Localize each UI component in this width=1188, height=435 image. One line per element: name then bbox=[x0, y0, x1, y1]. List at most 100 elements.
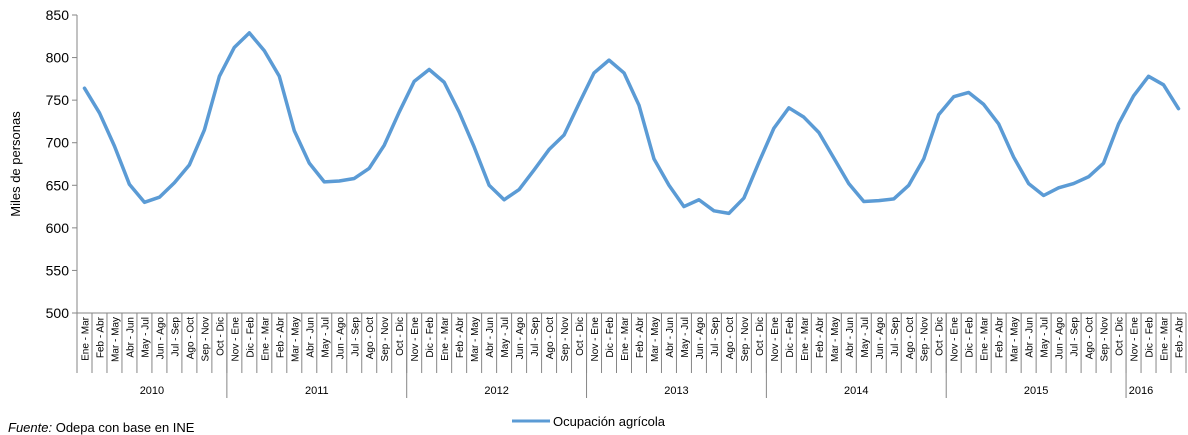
x-tick-label: Jul - Sep bbox=[890, 317, 901, 357]
x-tick-label: Abr - Jun bbox=[485, 317, 496, 358]
x-tick-label: Ene - Mar bbox=[80, 316, 91, 361]
x-tick-label: May - Jul bbox=[860, 317, 871, 358]
x-tick-label: Oct - Dic bbox=[575, 317, 586, 356]
legend-label: Ocupación agrícola bbox=[553, 414, 666, 429]
legend: Ocupación agrícola bbox=[512, 414, 666, 429]
x-tick-label: Abr - Jun bbox=[125, 317, 136, 358]
x-tick-label: Sep - Nov bbox=[920, 317, 931, 361]
x-tick-label: Sep - Nov bbox=[380, 317, 391, 361]
x-tick-label: Abr - Jun bbox=[665, 317, 676, 358]
y-tick-label: 500 bbox=[46, 305, 70, 321]
x-tick-label: Mar - May bbox=[650, 317, 661, 362]
x-tick-label: Jul - Sep bbox=[530, 317, 541, 357]
x-tick-label: Feb - Abr bbox=[95, 316, 106, 358]
x-tick-label: Sep - Nov bbox=[560, 317, 571, 361]
x-tick-label: Oct - Dic bbox=[395, 317, 406, 356]
x-tick-label: Mar - May bbox=[290, 317, 301, 362]
year-label: 2011 bbox=[305, 385, 329, 397]
x-tick-label: Abr - Jun bbox=[305, 317, 316, 358]
x-tick-label: Ene - Mar bbox=[800, 316, 811, 361]
x-tick-label: Feb - Abr bbox=[455, 316, 466, 358]
x-tick-label: Mar - May bbox=[470, 317, 481, 362]
x-tick-label: Ene - Mar bbox=[620, 316, 631, 361]
source-text: Odepa con base en INE bbox=[52, 420, 195, 435]
source-note: Fuente: Odepa con base en INE bbox=[8, 420, 194, 435]
x-tick-label: Jun - Ago bbox=[1055, 317, 1066, 360]
x-tick-label: May - Jul bbox=[680, 317, 691, 358]
year-label: 2010 bbox=[140, 385, 164, 397]
x-tick-label: Jul - Sep bbox=[350, 317, 361, 357]
x-tick-label: Sep - Nov bbox=[1100, 317, 1111, 361]
y-tick-label: 850 bbox=[46, 7, 70, 23]
x-tick-label: Mar - May bbox=[1010, 317, 1021, 362]
x-tick-label: Dic - Feb bbox=[1145, 317, 1156, 358]
x-tick-label: May - Jul bbox=[1040, 317, 1051, 358]
x-tick-label: Mar - May bbox=[830, 317, 841, 362]
x-tick-label: Feb - Abr bbox=[995, 316, 1006, 358]
source-label: Fuente: bbox=[8, 420, 53, 435]
x-tick-label: Ene - Mar bbox=[440, 316, 451, 361]
year-label: 2014 bbox=[844, 385, 868, 397]
x-tick-label: Jun - Ago bbox=[695, 317, 706, 360]
x-tick-label: Jun - Ago bbox=[335, 317, 346, 360]
y-tick-label: 600 bbox=[46, 220, 70, 236]
year-label: 2012 bbox=[484, 385, 508, 397]
x-tick-label: Oct - Dic bbox=[935, 317, 946, 356]
x-tick-label: Mar - May bbox=[110, 317, 121, 362]
x-tick-label: Sep - Nov bbox=[740, 317, 751, 361]
year-label: 2013 bbox=[664, 385, 688, 397]
x-tick-label: Feb - Abr bbox=[815, 316, 826, 358]
y-tick-label: 800 bbox=[46, 50, 70, 66]
x-tick-label: Ago - Oct bbox=[905, 317, 916, 359]
x-tick-label: Jul - Sep bbox=[1070, 317, 1081, 357]
x-tick-label: Nov - Ene bbox=[230, 317, 241, 362]
x-tick-label: Feb - Abr bbox=[275, 316, 286, 358]
x-tick-label: May - Jul bbox=[140, 317, 151, 358]
y-tick-label: 550 bbox=[46, 262, 70, 278]
x-tick-label: Jun - Ago bbox=[515, 317, 526, 360]
x-tick-label: Dic - Feb bbox=[785, 317, 796, 358]
x-tick-label: Ago - Oct bbox=[545, 317, 556, 359]
x-tick-label: Nov - Ene bbox=[410, 317, 421, 362]
x-tick-label: Oct - Dic bbox=[215, 317, 226, 356]
series-group bbox=[82, 31, 1181, 216]
y-tick-label: 750 bbox=[46, 92, 70, 108]
x-tick-label: May - Jul bbox=[320, 317, 331, 358]
x-tick-label: Oct - Dic bbox=[755, 317, 766, 356]
x-tick-label: Ago - Oct bbox=[1085, 317, 1096, 359]
x-tick-label: Feb - Abr bbox=[635, 316, 646, 358]
x-tick-label: Ene - Mar bbox=[1160, 316, 1171, 361]
x-tick-label: Dic - Feb bbox=[425, 317, 436, 358]
x-tick-label: Ene - Mar bbox=[980, 316, 991, 361]
x-tick-label: Abr - Jun bbox=[1025, 317, 1036, 358]
x-tick-label: Abr - Jun bbox=[845, 317, 856, 358]
x-axis: Ene - Mar Feb - Abr Mar - May Abr - Jun May … bbox=[76, 312, 1187, 398]
x-tick-label: Sep - Nov bbox=[200, 317, 211, 361]
x-tick-label: Nov - Ene bbox=[1130, 317, 1141, 362]
x-tick-label: Ene - Mar bbox=[260, 316, 271, 361]
x-tick-label: Jun - Ago bbox=[875, 317, 886, 360]
x-tick-label: Ago - Oct bbox=[365, 317, 376, 359]
x-tick-label: Jul - Sep bbox=[710, 317, 721, 357]
y-axis-label: Miles de personas bbox=[8, 111, 23, 217]
x-tick-label: Nov - Ene bbox=[590, 317, 601, 362]
x-tick-label: Oct - Dic bbox=[1115, 317, 1126, 356]
year-label: 2015 bbox=[1024, 385, 1048, 397]
x-tick-label: Dic - Feb bbox=[245, 317, 256, 358]
year-label: 2016 bbox=[1129, 385, 1153, 397]
x-tick-label: Jun - Ago bbox=[155, 317, 166, 360]
x-tick-label: Nov - Ene bbox=[770, 317, 781, 362]
x-tick-label: May - Jul bbox=[500, 317, 511, 358]
y-axis: 500 550 600 650 700 750 800 850 bbox=[46, 7, 78, 321]
x-tick-label: Ago - Oct bbox=[185, 317, 196, 359]
series-line bbox=[82, 31, 1181, 216]
x-tick-label: Nov - Ene bbox=[950, 317, 961, 362]
x-tick-label: Dic - Feb bbox=[605, 317, 616, 358]
x-tick-label: Feb - Abr bbox=[1175, 316, 1186, 358]
y-tick-label: 700 bbox=[46, 135, 70, 151]
y-tick-label: 650 bbox=[46, 177, 70, 193]
x-tick-label: Ago - Oct bbox=[725, 317, 736, 359]
x-tick-label: Jul - Sep bbox=[170, 317, 181, 357]
x-tick-label: Dic - Feb bbox=[965, 317, 976, 358]
